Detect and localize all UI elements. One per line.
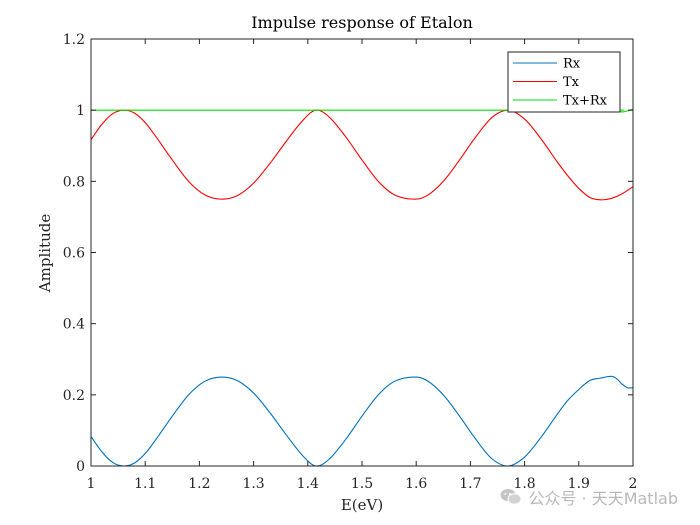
x-tick-label: 1.8 xyxy=(513,476,535,492)
legend-label: Rx xyxy=(563,57,581,72)
x-tick-label: 1.1 xyxy=(134,476,156,492)
series-line-rx xyxy=(90,375,634,467)
y-tick-label: 0.6 xyxy=(63,246,85,262)
x-tick-label: 1.9 xyxy=(568,476,590,492)
y-tick-label: 0 xyxy=(76,459,85,475)
y-tick-label: 0.8 xyxy=(63,174,85,190)
watermark-text: 公众号 · 天天Matlab xyxy=(528,489,678,508)
y-axis: 0 0.2 0.4 0.6 0.8 1 1.2 xyxy=(63,32,633,475)
legend-label: Tx+Rx xyxy=(563,94,608,109)
y-tick-label: 0.2 xyxy=(63,388,85,404)
x-tick-label: 2 xyxy=(629,476,638,492)
x-tick-label: 1.4 xyxy=(297,476,319,492)
y-tick-label: 1 xyxy=(76,103,85,119)
x-tick-label: 1.7 xyxy=(459,476,481,492)
legend: Rx Tx Tx+Rx xyxy=(507,51,621,113)
chart-title: Impulse response of Etalon xyxy=(251,13,473,32)
x-tick-label: 1.5 xyxy=(351,476,373,492)
x-tick-label: 1 xyxy=(87,476,96,492)
x-axis-label: E(eV) xyxy=(341,496,383,514)
wechat-icon xyxy=(500,489,522,505)
x-tick-label: 1.2 xyxy=(188,476,210,492)
watermark: 公众号 · 天天Matlab xyxy=(500,485,678,509)
y-tick-label: 0.4 xyxy=(63,317,85,333)
legend-label: Tx xyxy=(563,75,580,90)
y-tick-label: 1.2 xyxy=(63,32,85,48)
x-tick-label: 1.3 xyxy=(242,476,264,492)
x-axis: 1 1.1 1.2 1.3 1.4 1.5 1.6 1.7 1.8 1.9 2 xyxy=(87,39,638,492)
series-line-tx xyxy=(90,109,634,201)
x-tick-label: 1.6 xyxy=(405,476,427,492)
y-axis-label: Amplitude xyxy=(36,214,54,294)
